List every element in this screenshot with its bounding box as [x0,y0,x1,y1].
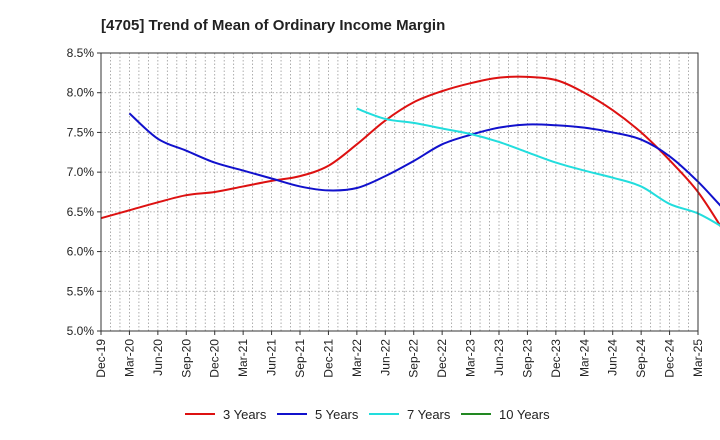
y-axis: 5.0% 5.5% 6.0% 6.5% 7.0% 7.5% 8.0% 8.5% [67,46,101,338]
series-layer [100,75,720,228]
chart-title: [4705] Trend of Mean of Ordinary Income … [101,17,445,34]
x-tick-label: Jun-22 [378,339,392,376]
x-tick-label: Mar-20 [122,339,136,377]
x-tick-label: Mar-25 [691,339,705,377]
grid [101,52,698,332]
x-tick-label: Mar-21 [236,339,250,377]
y-tick-label: 5.5% [67,284,95,298]
legend-label: 3 Years [223,407,267,422]
x-tick-label: Dec-23 [549,339,563,378]
x-axis: Dec-19 Mar-20 Jun-20 Sep-20 Dec-20 Mar-21 Jun-… [94,331,705,378]
y-tick-label: 6.0% [67,245,95,259]
x-tick-label: Dec-22 [435,339,449,378]
legend: 3 Years 5 Years 7 Years 10 Years [185,407,550,422]
series-line-3-years [100,75,720,228]
x-tick-label: Sep-21 [293,339,307,378]
legend-label: 10 Years [499,407,550,422]
x-tick-label: Dec-21 [321,339,335,378]
plot-frame [100,52,699,332]
y-tick-label: 7.0% [67,165,95,179]
series-line-5-years [128,112,720,207]
y-tick-label: 8.0% [67,86,95,100]
legend-label: 7 Years [407,407,451,422]
x-tick-label: Jun-23 [492,339,506,376]
x-tick-label: Dec-19 [94,339,108,378]
plot-area [101,53,698,331]
series-line-7-years [356,107,720,227]
x-tick-label: Jun-20 [151,339,165,376]
x-tick-label: Sep-23 [520,339,534,378]
x-tick-label: Mar-23 [464,339,478,377]
x-tick-label: Dec-20 [208,339,222,378]
x-tick-label: Mar-24 [577,339,591,377]
y-tick-label: 7.5% [67,125,95,139]
x-tick-label: Jun-21 [265,339,279,376]
y-tick-label: 5.0% [67,324,95,338]
x-tick-label: Dec-24 [663,339,677,378]
x-tick-label: Sep-20 [179,339,193,378]
x-tick-label: Sep-24 [634,339,648,378]
y-tick-label: 6.5% [67,205,95,219]
x-tick-label: Jun-24 [606,339,620,376]
x-tick-label: Mar-22 [350,339,364,377]
x-tick-label: Sep-22 [407,339,421,378]
y-tick-label: 8.5% [67,46,95,60]
legend-label: 5 Years [315,407,359,422]
